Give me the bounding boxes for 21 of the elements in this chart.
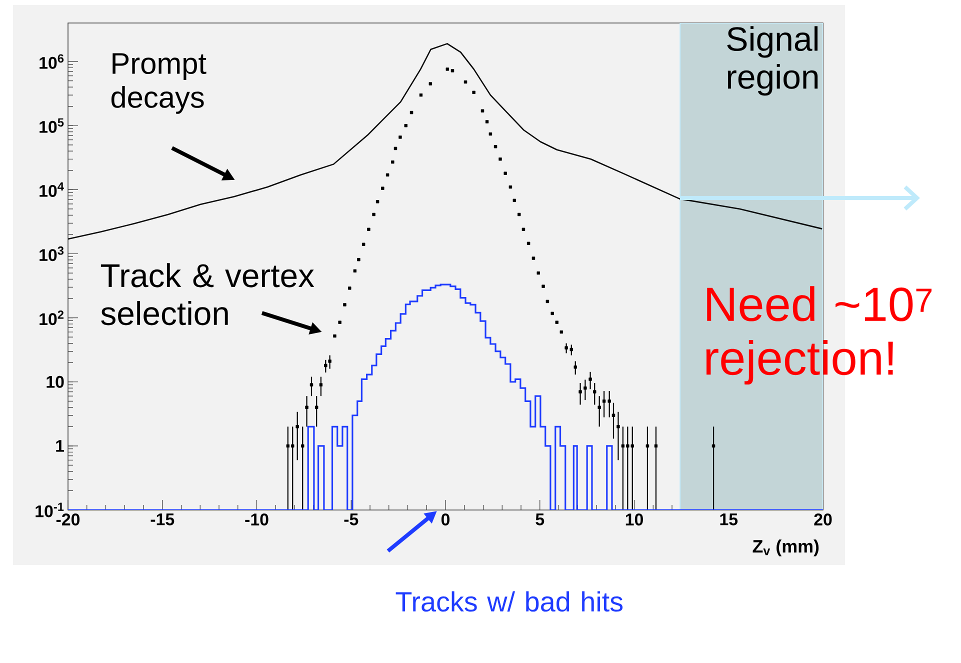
x-tick-label: -15 bbox=[150, 514, 174, 526]
y-tick-label: 10$^{5}$ bbox=[40, 118, 64, 133]
x-tick-label: 15 bbox=[720, 514, 738, 526]
y-tick-label: 10$^{3}$ bbox=[40, 246, 64, 262]
text: Tracks w/ bad hits bbox=[396, 591, 623, 612]
y-tick-label: 10 bbox=[46, 376, 64, 388]
x-tick-label: -10 bbox=[245, 514, 268, 526]
y-tick-label: 10$^{2}$ bbox=[40, 310, 64, 326]
x-axis-title: Z$_{v}$ (mm) bbox=[752, 540, 819, 556]
x-tick-label: -20 bbox=[56, 514, 80, 526]
x-tick-label: 5 bbox=[536, 514, 544, 526]
text: Prompt decays bbox=[111, 53, 206, 114]
x-tick-label: 0 bbox=[441, 514, 450, 526]
series-label: Track & vertex selection bbox=[100, 263, 314, 326]
x-tick-label: 20 bbox=[814, 514, 832, 526]
x-tick-label: -5 bbox=[344, 514, 358, 526]
y-tick-label: 1 bbox=[56, 440, 64, 452]
band-label: Signal region bbox=[727, 26, 818, 96]
x-tick-label: 10 bbox=[626, 514, 643, 526]
y-tick-label: 10$^{6}$ bbox=[40, 54, 64, 69]
y-tick-label: 10$^{4}$ bbox=[40, 182, 64, 197]
